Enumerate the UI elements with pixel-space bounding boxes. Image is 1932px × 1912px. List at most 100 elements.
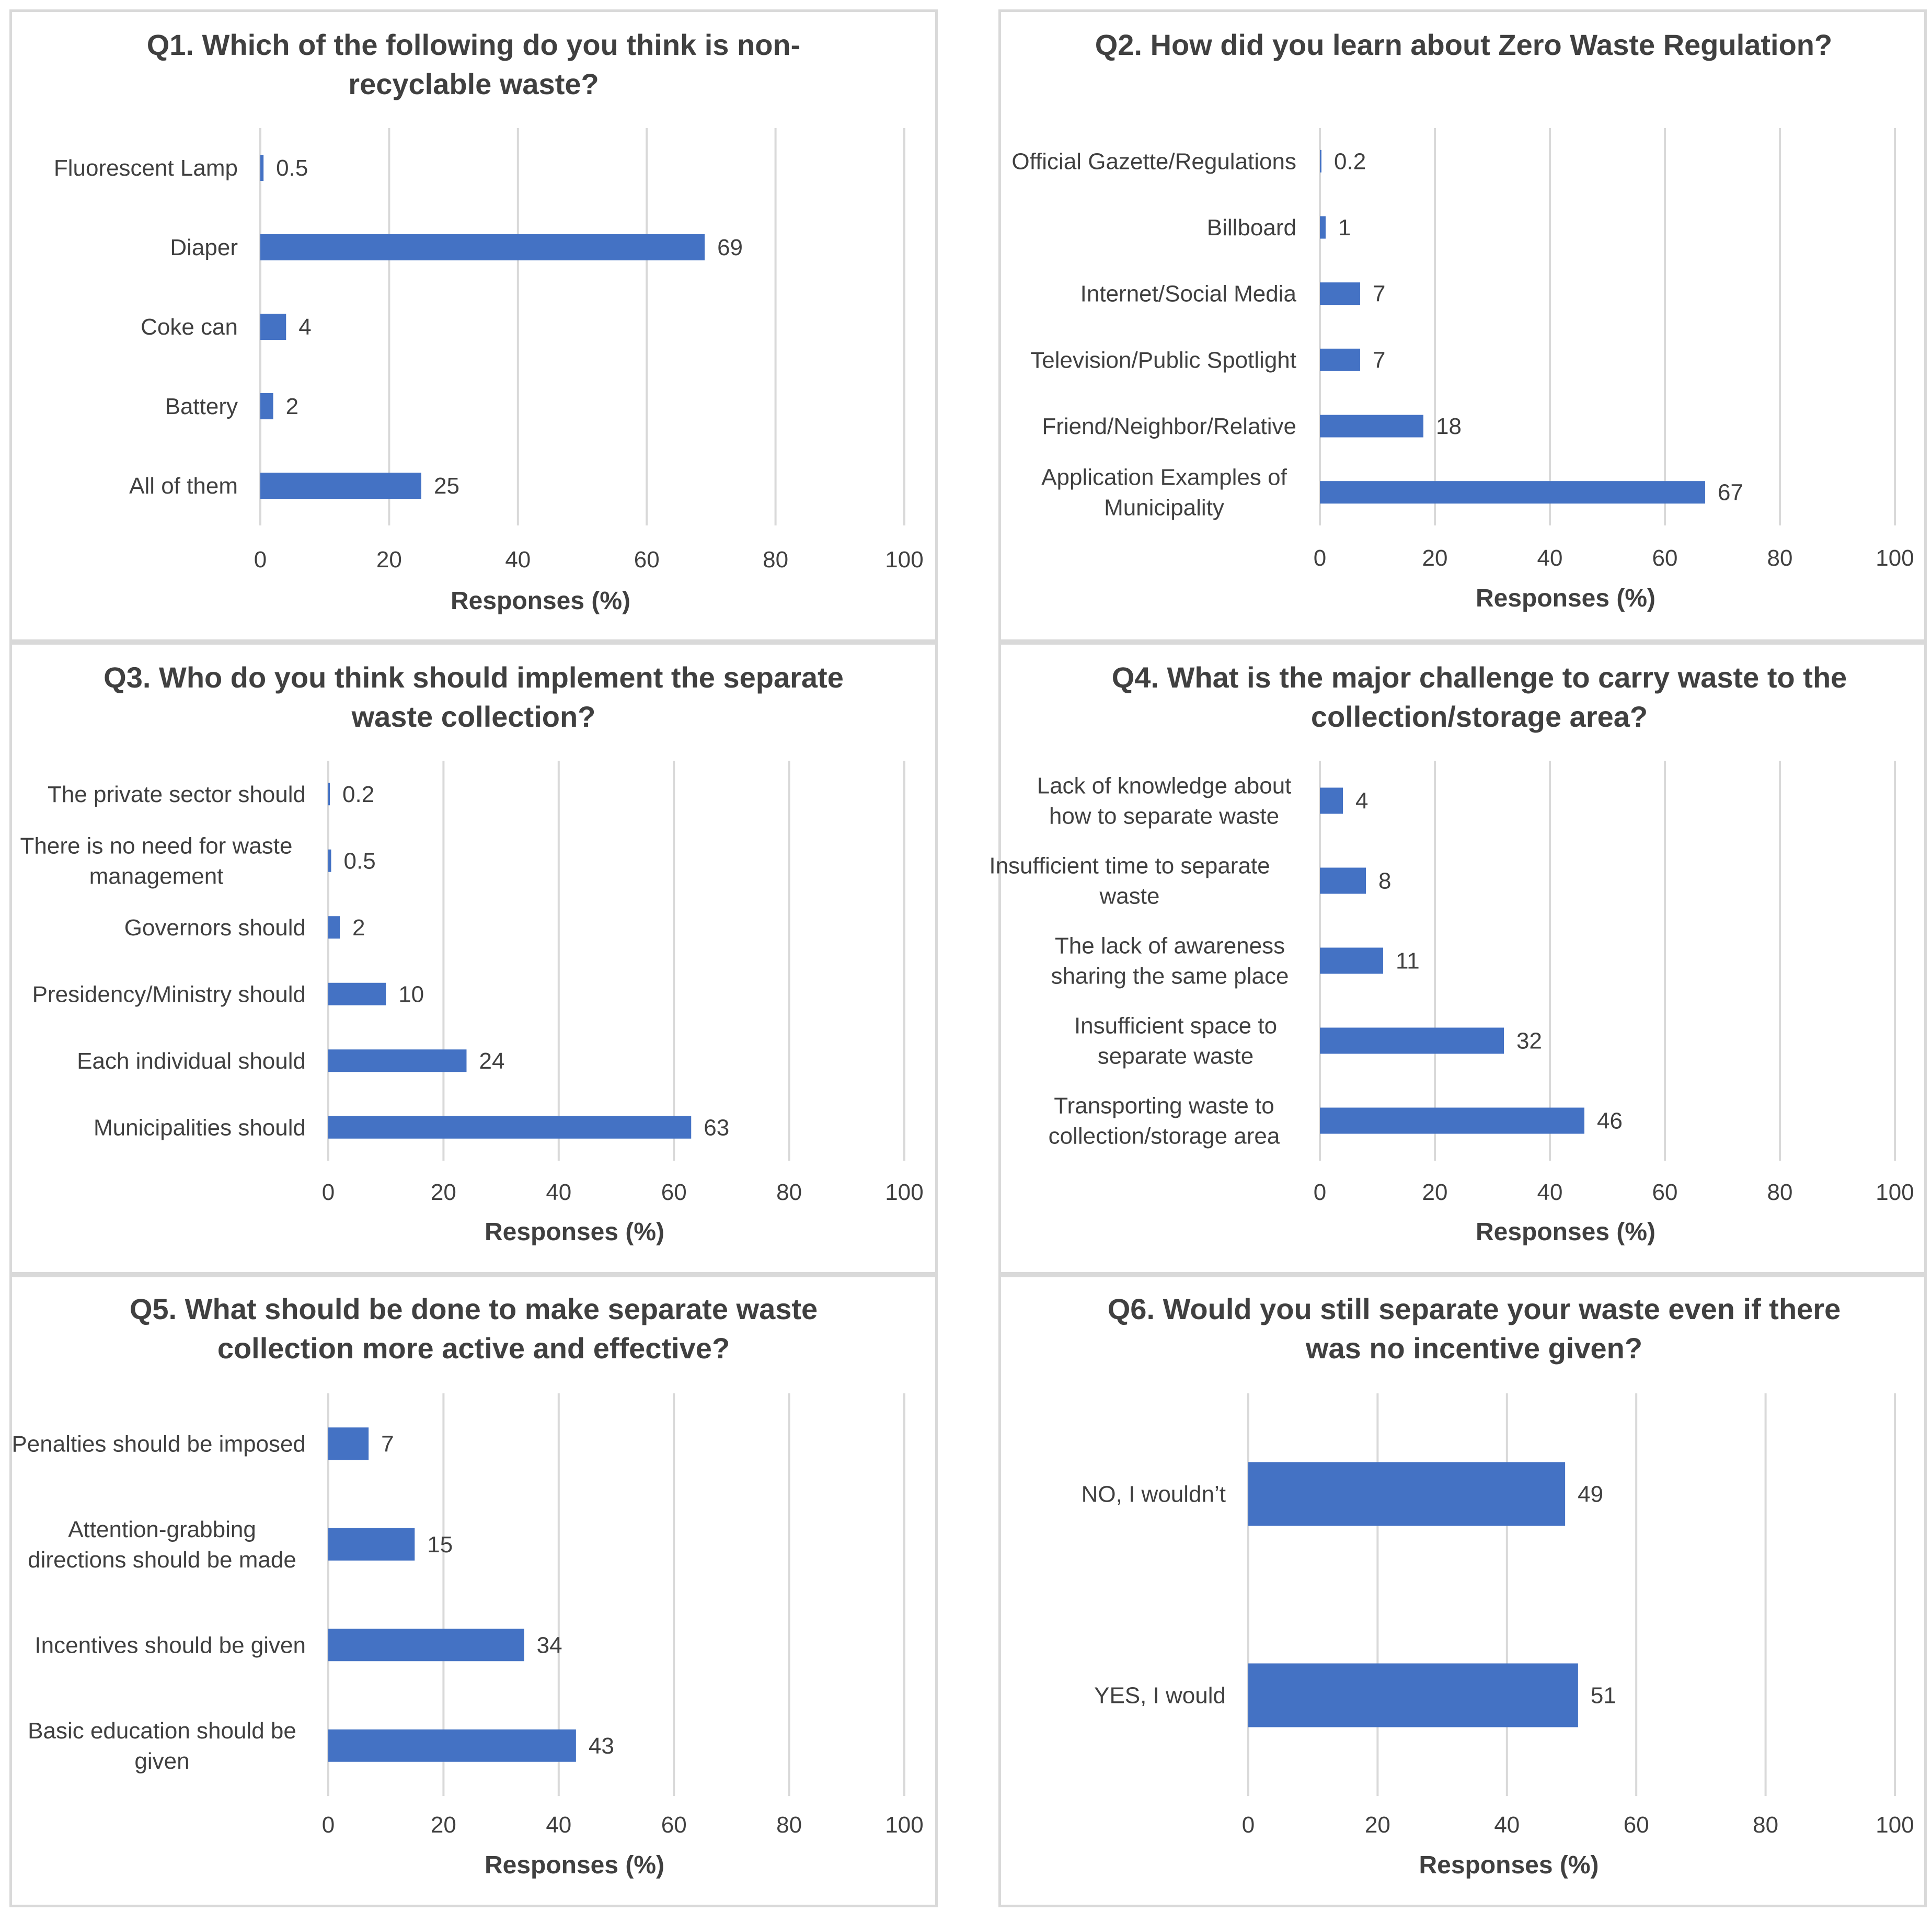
q5-bar <box>328 1427 369 1460</box>
q1-bar <box>260 234 705 260</box>
q6-chart-title: Q6. Would you still separate your waste … <box>1108 1292 1841 1325</box>
q1-category-label: Battery <box>165 394 238 419</box>
q4-chart-title: collection/storage area? <box>1311 700 1648 733</box>
q4-category-label: collection/storage area <box>1049 1124 1280 1149</box>
q1-category-label: Diaper <box>170 235 238 260</box>
q2-data-label: 0.2 <box>1334 148 1366 174</box>
chart-panel-q3 <box>9 642 938 1275</box>
chart-panel-q5 <box>9 1275 938 1907</box>
q5-x-tick-label: 80 <box>776 1812 802 1838</box>
q3-x-tick-label: 40 <box>546 1180 571 1205</box>
q4-category-label: Transporting waste to <box>1054 1093 1274 1119</box>
q4-data-label: 11 <box>1396 948 1420 974</box>
q5-x-tick-label: 100 <box>885 1812 923 1838</box>
q6-x-tick-label: 20 <box>1365 1812 1390 1838</box>
q2-data-label: 7 <box>1373 281 1385 307</box>
q2-category-label: Official Gazette/Regulations <box>1011 148 1296 174</box>
q2-data-label: 18 <box>1436 414 1462 439</box>
q6-bar <box>1248 1663 1578 1727</box>
q1-x-axis-title: Responses (%) <box>451 587 630 615</box>
q5-chart-title: collection more active and effective? <box>217 1332 730 1365</box>
q2-data-label: 67 <box>1718 480 1743 506</box>
q5-x-tick-label: 20 <box>431 1812 456 1838</box>
q3-x-tick-label: 0 <box>322 1180 335 1205</box>
q1-bar <box>260 314 286 340</box>
q4-category-label: The lack of awareness <box>1055 933 1285 959</box>
q3-x-tick-label: 20 <box>431 1180 456 1205</box>
q5-category-label: Penalties should be imposed <box>12 1431 306 1457</box>
q3-category-label: The private sector should <box>48 782 306 807</box>
q3-category-label: Presidency/Ministry should <box>32 981 306 1007</box>
q4-category-label: Lack of knowledge about <box>1037 773 1292 799</box>
q2-x-tick-label: 60 <box>1652 545 1678 571</box>
q2-x-tick-label: 100 <box>1876 545 1914 571</box>
q4-bar <box>1320 1107 1584 1134</box>
q5-category-label: directions should be made <box>28 1547 296 1573</box>
q6-data-label: 49 <box>1578 1482 1603 1507</box>
q3-category-label: management <box>89 863 224 889</box>
q4-category-label: Insufficient space to <box>1074 1013 1277 1039</box>
q6-x-tick-label: 40 <box>1494 1812 1520 1838</box>
q1-data-label: 69 <box>717 235 743 260</box>
q4-x-tick-label: 80 <box>1767 1180 1793 1205</box>
q2-bar <box>1320 481 1705 504</box>
q6-x-tick-label: 80 <box>1753 1812 1778 1838</box>
q1-bar <box>260 155 264 181</box>
q4-bar <box>1320 1027 1504 1054</box>
q3-x-tick-label: 60 <box>661 1180 687 1205</box>
q3-bar <box>328 849 331 872</box>
q2-data-label: 1 <box>1338 215 1351 241</box>
q1-chart-title: Q1. Which of the following do you think … <box>147 28 801 61</box>
chart-panel-q6 <box>998 1275 1927 1907</box>
q6-data-label: 51 <box>1591 1683 1616 1709</box>
q1-data-label: 4 <box>298 314 311 340</box>
q5-data-label: 7 <box>381 1431 394 1457</box>
q5-x-tick-label: 0 <box>322 1812 335 1838</box>
q2-data-label: 7 <box>1373 347 1385 373</box>
chart-panel-q1 <box>9 9 938 642</box>
q1-category-label: All of them <box>129 473 238 499</box>
q3-chart-title: Q3. Who do you think should implement th… <box>104 661 844 694</box>
q5-bar <box>328 1729 576 1762</box>
q2-category-label: Billboard <box>1207 215 1296 241</box>
q1-data-label: 0.5 <box>276 155 308 181</box>
q3-data-label: 24 <box>479 1048 504 1074</box>
q3-bar <box>328 916 340 939</box>
q3-x-axis-title: Responses (%) <box>485 1218 664 1246</box>
q5-data-label: 43 <box>589 1733 614 1759</box>
q4-bar <box>1320 867 1366 894</box>
q2-bar <box>1320 150 1321 173</box>
q2-category-label: Application Examples of <box>1041 465 1287 490</box>
q1-x-tick-label: 40 <box>505 547 531 573</box>
q2-x-tick-label: 0 <box>1314 545 1326 571</box>
q4-chart-title: Q4. What is the major challenge to carry… <box>1112 661 1847 694</box>
q4-category-label: separate waste <box>1098 1044 1254 1069</box>
q3-bar <box>328 1116 692 1139</box>
q1-data-label: 25 <box>434 473 459 499</box>
q2-category-label: Television/Public Spotlight <box>1030 347 1296 373</box>
q3-chart-title: waste collection? <box>351 700 596 733</box>
q4-x-tick-label: 100 <box>1876 1180 1914 1205</box>
q2-x-axis-title: Responses (%) <box>1476 585 1655 612</box>
q4-bar <box>1320 947 1383 974</box>
q3-x-tick-label: 80 <box>776 1180 802 1205</box>
q3-category-label: Municipalities should <box>94 1115 306 1140</box>
q5-chart-title: Q5. What should be done to make separate… <box>130 1292 818 1325</box>
q5-x-tick-label: 40 <box>546 1812 571 1838</box>
q5-x-axis-title: Responses (%) <box>485 1851 664 1879</box>
q3-category-label: Governors should <box>124 915 306 941</box>
q5-data-label: 15 <box>427 1532 453 1558</box>
q4-data-label: 4 <box>1355 788 1368 814</box>
q3-bar <box>328 982 386 1005</box>
q5-bar <box>328 1528 415 1561</box>
q2-x-tick-label: 80 <box>1767 545 1793 571</box>
q1-x-tick-label: 0 <box>254 547 267 573</box>
q3-data-label: 2 <box>352 915 365 941</box>
q3-x-tick-label: 100 <box>885 1180 923 1205</box>
q4-data-label: 32 <box>1516 1028 1542 1054</box>
q6-x-axis-title: Responses (%) <box>1419 1851 1598 1879</box>
q4-x-tick-label: 20 <box>1422 1180 1448 1205</box>
q5-category-label: Incentives should be given <box>34 1632 306 1658</box>
q1-x-tick-label: 60 <box>634 547 660 573</box>
q2-x-tick-label: 40 <box>1537 545 1563 571</box>
